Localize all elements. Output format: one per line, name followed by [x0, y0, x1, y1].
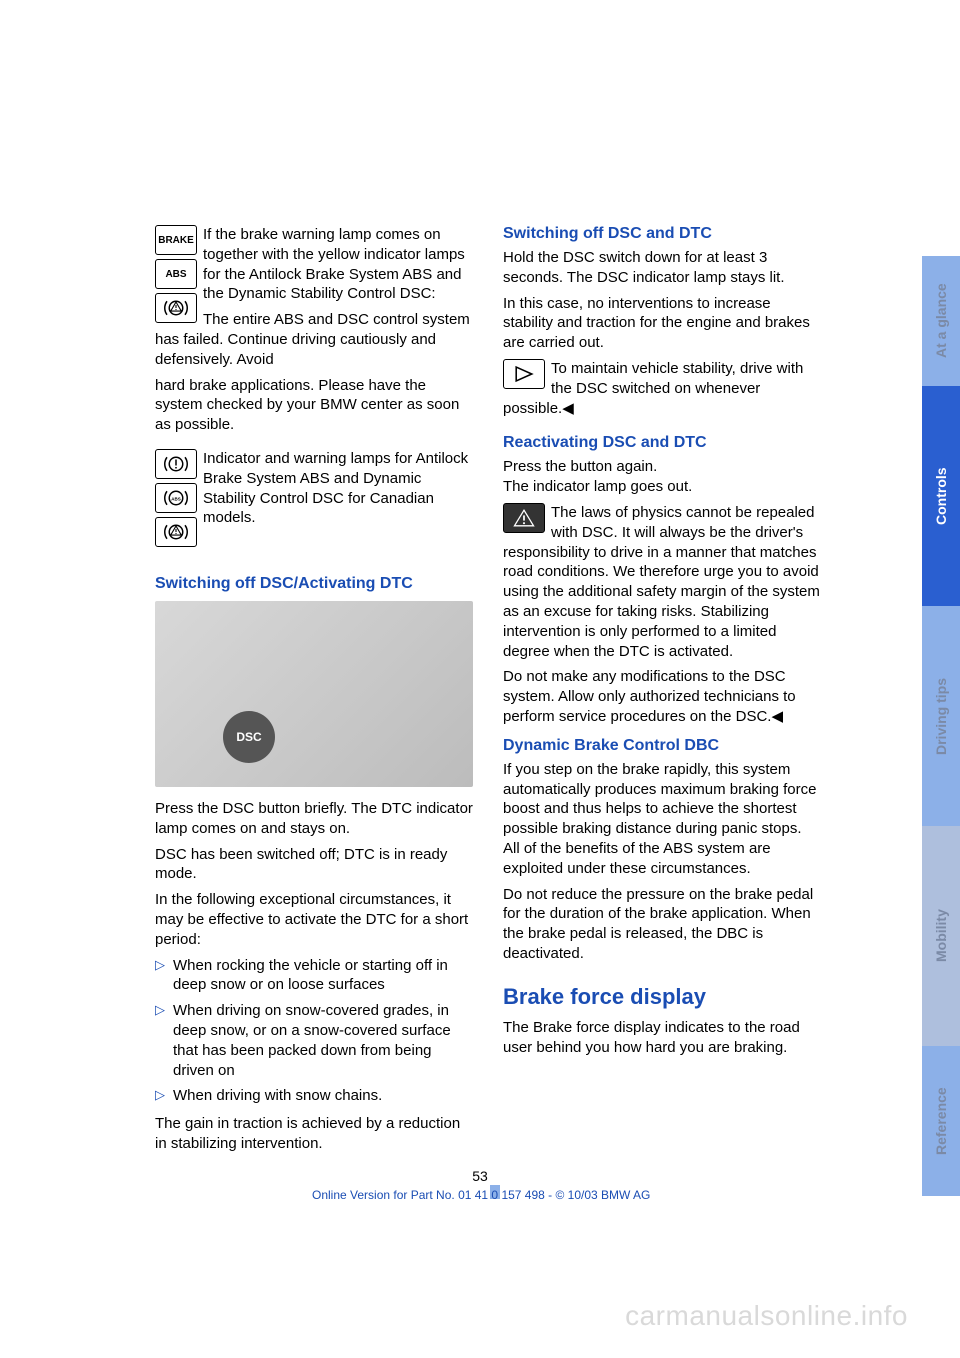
warning1-text: If the brake warning lamp comes on toget…	[155, 225, 473, 304]
heading-reactivating: Reactivating DSC and DTC	[503, 434, 821, 452]
dsc-warning-icon	[155, 293, 197, 323]
bullet-text: When driving with snow chains.	[173, 1086, 382, 1106]
press-dsc-text: Press the DSC button briefly. The DTC in…	[155, 799, 473, 839]
canadian-abs-icon: ABS	[155, 483, 197, 513]
side-tab-mobility[interactable]: Mobility	[922, 826, 960, 1046]
dbc1-text: If you step on the brake rapidly, this s…	[503, 760, 821, 879]
side-tab-at-a-glance[interactable]: At a glance	[922, 256, 960, 386]
bullet-icon: ▷	[155, 1001, 165, 1080]
lamp-out-text: The indicator lamp goes out.	[503, 477, 821, 497]
brake-lamp-icon: BRAKE	[155, 225, 197, 255]
heading-switch-off-dsc-dtc: Switching off DSC and DTC	[503, 225, 821, 243]
bfd1-text: The Brake force display indicates to the…	[503, 1018, 821, 1058]
bullet-text: When driving on snow-covered grades, in …	[173, 1001, 473, 1080]
caution-icon	[503, 503, 545, 533]
abs-lamp-icon: ABS	[155, 259, 197, 289]
dbc2-text: Do not reduce the pressure on the brake …	[503, 885, 821, 964]
bullet-icon: ▷	[155, 1086, 165, 1106]
gain-text: The gain in traction is achieved by a re…	[155, 1114, 473, 1154]
list-item: ▷ When driving with snow chains.	[155, 1086, 473, 1106]
side-tab-controls[interactable]: Controls	[922, 386, 960, 606]
right-column: Switching off DSC and DTC Hold the DSC s…	[503, 225, 821, 1160]
side-tab-reference[interactable]: Reference	[922, 1046, 960, 1196]
watermark: carmanualsonline.info	[625, 1300, 908, 1332]
dsc-off2-text: In the following exceptional circumstanc…	[155, 890, 473, 949]
heading-bfd: Brake force display	[503, 984, 821, 1010]
side-tabs: At a glanceControlsDriving tipsMobilityR…	[922, 0, 960, 1358]
dsc-button-label: DSC	[223, 711, 275, 763]
caution-block: The laws of physics cannot be repealed w…	[503, 503, 821, 667]
maintain-text: To maintain vehicle stability, drive wit…	[503, 359, 821, 418]
hold-text: Hold the DSC switch down for at least 3 …	[503, 248, 821, 288]
list-item: ▷When driving on snow-covered grades, in…	[155, 1001, 473, 1080]
warning-block-2: ABS Indicator and warning lamps for Anti…	[155, 449, 473, 551]
dtc-bullet-list: ▷When rocking the vehicle or starting of…	[155, 956, 473, 1107]
warning1b-text: The entire ABS and DSC control system ha…	[155, 310, 473, 369]
content-area: BRAKE ABS If the brake warning lamp come…	[155, 225, 821, 1160]
note-icon	[503, 359, 545, 389]
bullet-icon: ▷	[155, 956, 165, 996]
warning2-text: Indicator and warning lamps for Antilock…	[155, 449, 473, 528]
dsc-button-image: DSC	[155, 601, 473, 787]
heading-switch-off-dtc: Switching off DSC/Activating DTC	[155, 575, 473, 593]
bullet-text: When rocking the vehicle or starting off…	[173, 956, 473, 996]
warning-icon-stack: BRAKE ABS	[155, 225, 197, 327]
page-number: 53	[472, 1168, 488, 1184]
side-tab-driving-tips[interactable]: Driving tips	[922, 606, 960, 826]
warning1c-text: hard brake applications. Please have the…	[155, 376, 473, 435]
press-again-text: Press the button again.	[503, 457, 821, 477]
left-column: BRAKE ABS If the brake warning lamp come…	[155, 225, 473, 1160]
svg-text:ABS: ABS	[171, 496, 181, 501]
canadian-dsc-icon	[155, 517, 197, 547]
list-item: ▷When rocking the vehicle or starting of…	[155, 956, 473, 996]
dsc-off-text: DSC has been switched off; DTC is in rea…	[155, 845, 473, 885]
no-interv-text: In this case, no interventions to increa…	[503, 294, 821, 353]
warning-block-1: BRAKE ABS If the brake warning lamp come…	[155, 225, 473, 376]
canadian-exclaim-icon	[155, 449, 197, 479]
heading-dbc: Dynamic Brake Control DBC	[503, 737, 821, 755]
note-block: To maintain vehicle stability, drive wit…	[503, 359, 821, 424]
laws2-text: Do not make any modifications to the DSC…	[503, 667, 821, 726]
canadian-icon-stack: ABS	[155, 449, 197, 551]
footer-copyright: Online Version for Part No. 01 41 0 157 …	[312, 1188, 650, 1202]
laws-text: The laws of physics cannot be repealed w…	[503, 503, 821, 661]
